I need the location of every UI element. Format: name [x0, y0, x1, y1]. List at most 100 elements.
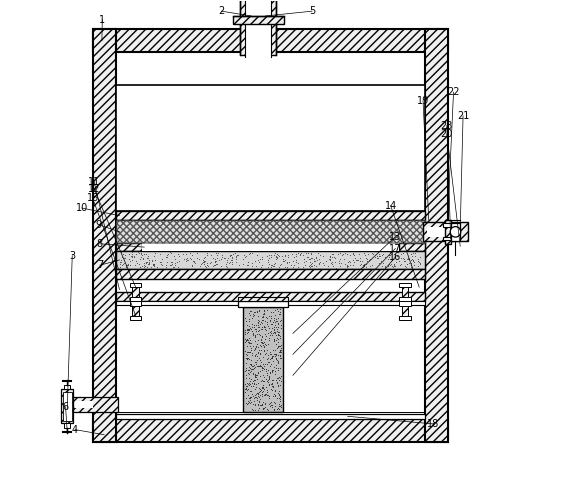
- Point: [274, 315, 283, 322]
- Point: [253, 348, 262, 356]
- Point: [356, 257, 365, 264]
- Point: [273, 250, 282, 258]
- Point: [241, 252, 250, 260]
- Text: 17: 17: [389, 243, 402, 253]
- Point: [250, 257, 259, 265]
- Point: [256, 338, 265, 346]
- Point: [269, 392, 278, 400]
- Point: [269, 357, 278, 364]
- Point: [264, 254, 273, 262]
- Point: [266, 402, 275, 410]
- Point: [268, 383, 277, 391]
- Point: [345, 257, 353, 264]
- Point: [331, 264, 340, 272]
- Bar: [233, 16, 284, 23]
- Point: [212, 254, 221, 262]
- Point: [126, 257, 135, 265]
- Point: [221, 262, 230, 270]
- Point: [252, 390, 261, 398]
- Point: [252, 326, 261, 333]
- Point: [131, 257, 140, 265]
- Point: [241, 338, 250, 346]
- Point: [275, 402, 284, 409]
- Point: [265, 374, 274, 381]
- Point: [276, 348, 285, 356]
- Point: [244, 398, 253, 405]
- Point: [117, 254, 126, 261]
- Point: [263, 263, 272, 271]
- Point: [256, 402, 265, 409]
- Point: [266, 348, 275, 356]
- Point: [232, 252, 241, 260]
- Point: [406, 261, 415, 269]
- Bar: [398, 243, 425, 251]
- Point: [243, 400, 252, 407]
- Point: [343, 250, 352, 258]
- Point: [259, 312, 268, 320]
- Point: [263, 371, 272, 379]
- Bar: [427, 227, 445, 237]
- Point: [257, 384, 266, 391]
- Point: [246, 393, 255, 401]
- Point: [250, 364, 259, 372]
- Point: [173, 263, 182, 271]
- Point: [270, 328, 279, 336]
- Point: [386, 255, 395, 263]
- Point: [241, 384, 250, 392]
- Point: [271, 331, 280, 339]
- Point: [362, 257, 371, 264]
- Point: [194, 255, 203, 262]
- Point: [257, 338, 266, 346]
- Point: [247, 379, 256, 387]
- Point: [247, 398, 256, 406]
- Point: [166, 261, 175, 269]
- Point: [147, 257, 156, 265]
- Point: [251, 393, 260, 401]
- Point: [279, 255, 288, 262]
- Point: [254, 324, 263, 331]
- Point: [260, 399, 269, 407]
- Point: [318, 252, 327, 260]
- Point: [392, 258, 401, 265]
- Point: [267, 320, 276, 327]
- Point: [264, 380, 273, 388]
- Point: [119, 250, 128, 258]
- Text: 14: 14: [384, 201, 397, 211]
- Point: [161, 263, 170, 271]
- Point: [311, 253, 320, 261]
- Point: [400, 255, 409, 263]
- Point: [244, 354, 253, 362]
- Point: [246, 378, 255, 385]
- Point: [126, 252, 135, 260]
- Point: [407, 250, 416, 258]
- Point: [139, 261, 148, 269]
- Point: [311, 255, 320, 262]
- Point: [398, 254, 407, 262]
- Point: [373, 254, 382, 262]
- Point: [355, 250, 364, 258]
- Point: [255, 384, 264, 391]
- Point: [141, 258, 150, 266]
- Point: [148, 260, 157, 268]
- Point: [333, 250, 342, 258]
- Point: [248, 370, 257, 378]
- Point: [247, 346, 256, 354]
- Point: [348, 250, 357, 257]
- Point: [268, 386, 277, 393]
- Point: [244, 328, 253, 336]
- Point: [151, 249, 160, 257]
- Point: [400, 258, 409, 265]
- Point: [279, 258, 288, 265]
- Point: [150, 256, 159, 263]
- Text: 4: 4: [72, 424, 78, 435]
- Point: [388, 263, 397, 271]
- Point: [414, 259, 423, 266]
- Point: [249, 346, 258, 354]
- Point: [343, 261, 352, 269]
- Point: [251, 371, 260, 379]
- Text: 7: 7: [97, 260, 103, 270]
- Point: [150, 261, 159, 269]
- Point: [414, 257, 423, 265]
- Point: [170, 260, 179, 267]
- Point: [270, 260, 279, 267]
